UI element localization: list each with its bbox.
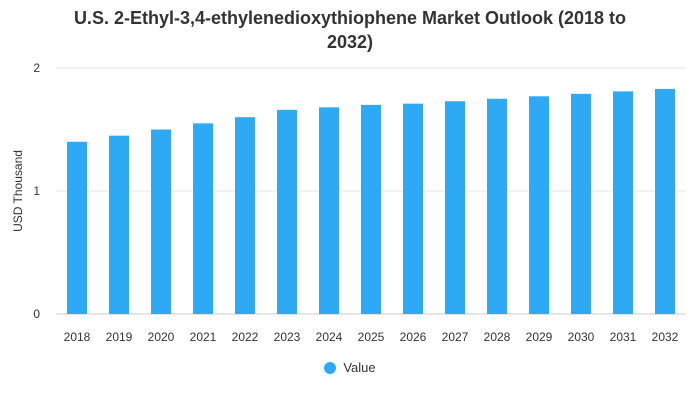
x-tick-label: 2027: [442, 330, 469, 344]
chart-title-line-1: U.S. 2-Ethyl-3,4-ethylenedioxythiophene …: [73, 8, 627, 28]
bar: [193, 123, 213, 314]
y-tick-label: 0: [33, 307, 40, 321]
bar: [445, 101, 465, 315]
bar: [361, 104, 381, 315]
bar: [487, 98, 507, 314]
bar: [151, 129, 171, 314]
x-tick-label: 2022: [232, 330, 259, 344]
bar: [571, 93, 591, 314]
legend-swatch: [324, 361, 337, 374]
bar: [655, 88, 675, 314]
bar: [109, 135, 129, 314]
x-tick-label: 2018: [64, 330, 91, 344]
x-tick-label: 2024: [316, 330, 343, 344]
x-tick-label: 2020: [148, 330, 175, 344]
x-tick-label: 2032: [652, 330, 679, 344]
chart-title: U.S. 2-Ethyl-3,4-ethylenedioxythiophene …: [0, 6, 700, 54]
bar: [235, 117, 255, 314]
x-tick-label: 2026: [400, 330, 427, 344]
bar: [613, 91, 633, 315]
bar: [277, 109, 297, 314]
bar: [319, 107, 339, 314]
y-axis-label: USD Thousand: [11, 150, 25, 232]
x-tick-label: 2028: [484, 330, 511, 344]
x-tick-label: 2021: [190, 330, 217, 344]
x-tick-label: 2030: [568, 330, 595, 344]
chart-title-line-2: 2032): [326, 32, 374, 52]
y-tick-label: 2: [33, 61, 40, 75]
legend-label: Value: [343, 360, 376, 375]
x-tick-label: 2023: [274, 330, 301, 344]
legend[interactable]: Value: [0, 360, 700, 375]
bar: [67, 141, 87, 314]
x-tick-label: 2025: [358, 330, 385, 344]
bar: [403, 103, 423, 314]
x-tick-label: 2019: [106, 330, 133, 344]
x-tick-label: 2029: [526, 330, 553, 344]
bar: [529, 96, 549, 314]
x-tick-label: 2031: [610, 330, 637, 344]
y-tick-label: 1: [33, 184, 40, 198]
